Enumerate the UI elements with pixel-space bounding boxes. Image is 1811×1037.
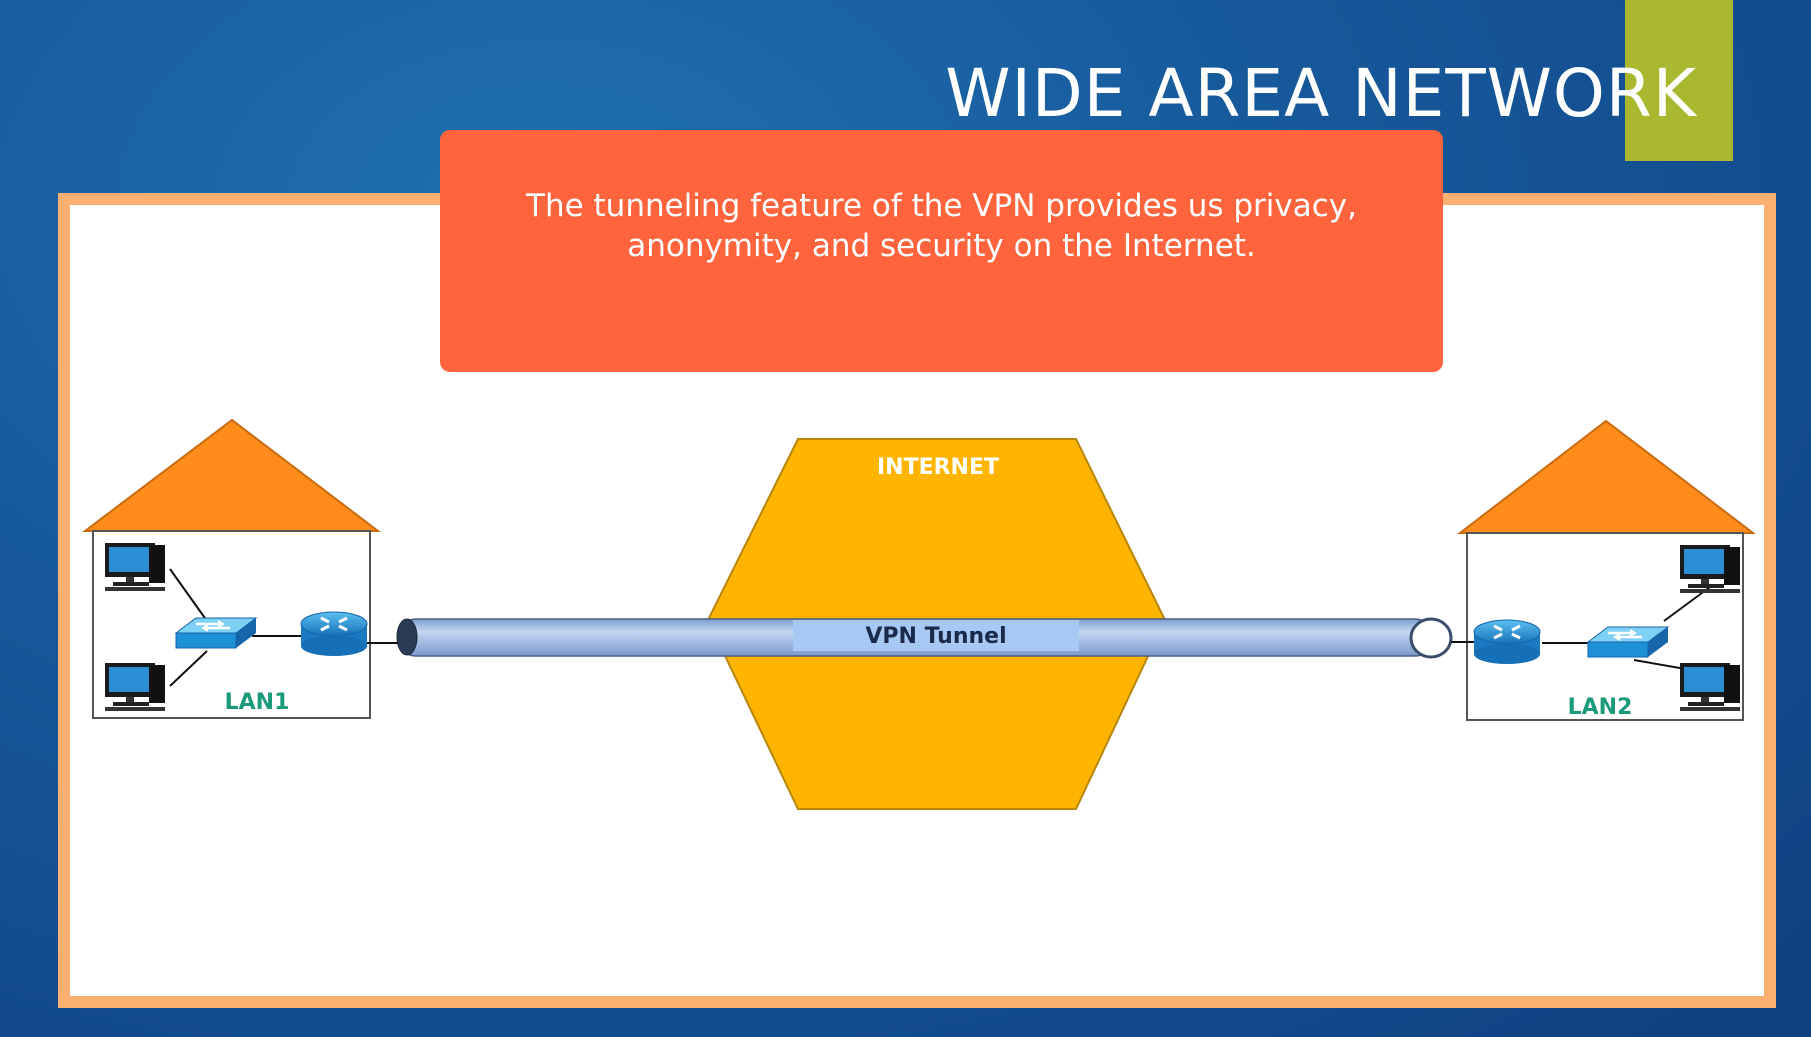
lan1-label: LAN1 (225, 690, 290, 715)
lan2-label: LAN2 (1568, 695, 1633, 720)
house-left: LAN1 (82, 418, 398, 719)
house-roof-icon (82, 418, 381, 532)
house-right: LAN2 (1451, 419, 1756, 721)
slide-title: WIDE AREA NETWORK (945, 55, 1697, 132)
vpn-tunnel-label: VPN Tunnel (865, 624, 1006, 649)
router-icon (1472, 618, 1542, 666)
accent-bar (1625, 0, 1733, 161)
callout-box: The tunneling feature of the VPN provide… (440, 130, 1443, 372)
callout-text: The tunneling feature of the VPN provide… (526, 188, 1357, 264)
house-roof-icon (1457, 419, 1756, 534)
vpn-tunnel: VPN Tunnel (396, 617, 1453, 659)
router-icon (299, 610, 369, 658)
internet-label: INTERNET (877, 455, 999, 480)
